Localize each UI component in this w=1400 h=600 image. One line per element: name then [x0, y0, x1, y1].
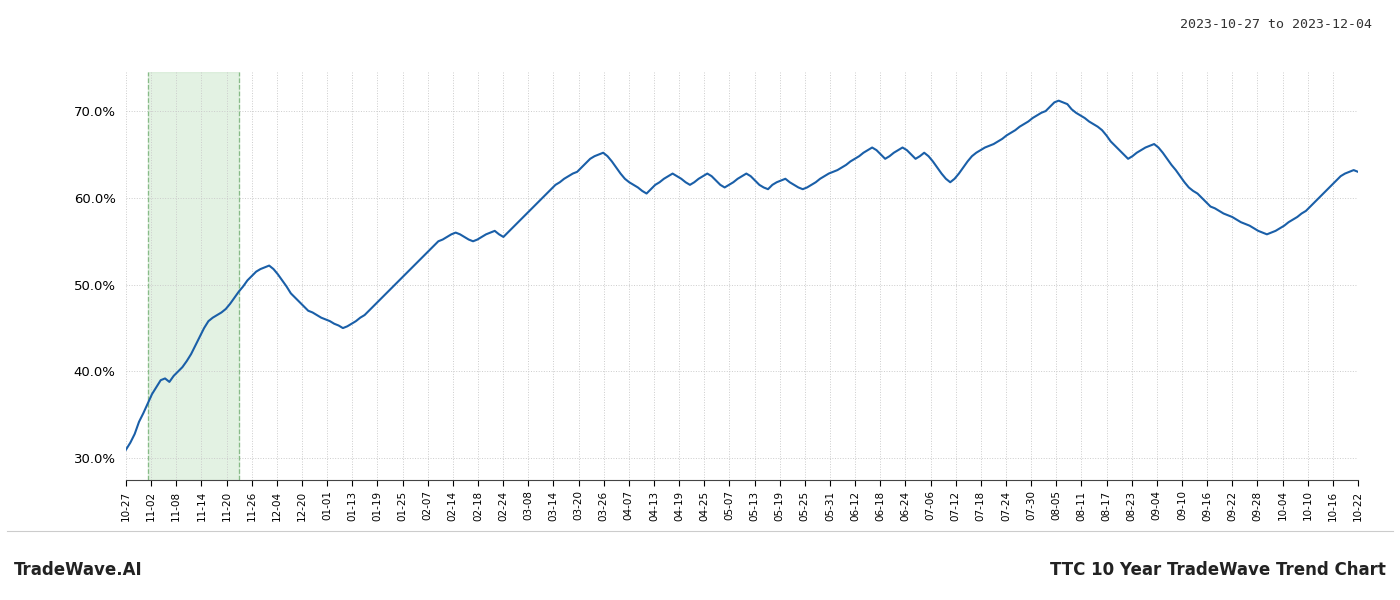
Text: 2023-10-27 to 2023-12-04: 2023-10-27 to 2023-12-04 — [1180, 18, 1372, 31]
Text: TradeWave.AI: TradeWave.AI — [14, 561, 143, 579]
Text: TTC 10 Year TradeWave Trend Chart: TTC 10 Year TradeWave Trend Chart — [1050, 561, 1386, 579]
Bar — [148, 72, 239, 480]
